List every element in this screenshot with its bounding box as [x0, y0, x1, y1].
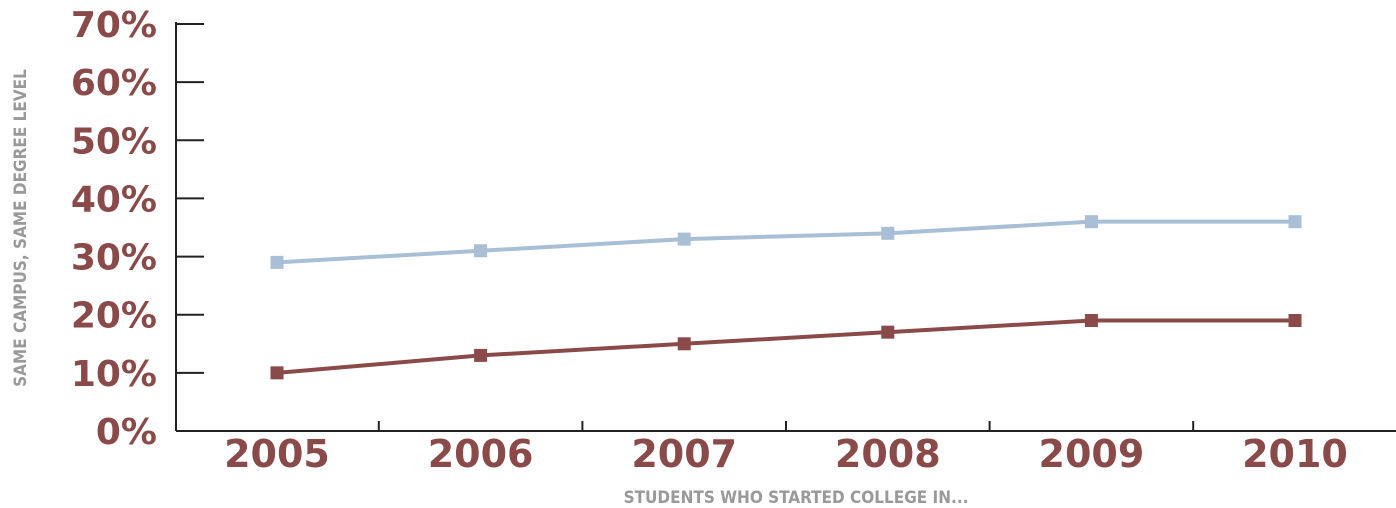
y-axis-title: SAME CAMPUS, SAME DEGREE LEVEL — [11, 69, 31, 387]
x-axis-title: STUDENTS WHO STARTED COLLEGE IN... — [624, 488, 969, 508]
y-tick-label: 70% — [71, 5, 157, 46]
series-layer — [270, 215, 1302, 380]
data-point-marker — [1084, 314, 1098, 328]
data-point-marker — [1288, 215, 1302, 229]
series-1 — [270, 215, 1302, 269]
y-tick-label: 0% — [96, 412, 157, 453]
y-tick-label: 40% — [71, 179, 157, 220]
series-line — [276, 219, 1295, 265]
data-point-marker — [881, 226, 895, 240]
data-point-marker — [270, 255, 284, 269]
data-point-marker — [677, 337, 691, 351]
series-line — [276, 318, 1295, 375]
x-axis-ticks: 2005 2006 2007 2008 2009 2010 — [224, 421, 1348, 476]
data-point-marker — [270, 366, 284, 380]
y-tick-label: 10% — [71, 354, 157, 395]
x-tick-label: 2008 — [835, 432, 941, 476]
x-tick-label: 2006 — [428, 432, 534, 476]
y-tick-label: 60% — [71, 63, 157, 104]
x-tick-label: 2009 — [1039, 432, 1145, 476]
data-point-marker — [1288, 314, 1302, 328]
x-tick-label: 2007 — [631, 432, 737, 476]
data-point-marker — [474, 348, 488, 362]
data-point-marker — [1084, 215, 1098, 229]
y-axis-ticks: 0% 10% 20% 30% 40% 50% 60% 70% — [71, 5, 204, 453]
y-tick-label: 30% — [71, 238, 157, 279]
x-tick-label: 2010 — [1242, 432, 1348, 476]
series-2 — [270, 314, 1302, 380]
y-tick-label: 20% — [71, 296, 157, 337]
axes — [175, 22, 1396, 432]
y-tick-label: 50% — [71, 121, 157, 162]
data-point-marker — [881, 325, 895, 339]
data-point-marker — [474, 244, 488, 258]
x-tick-label: 2005 — [224, 432, 330, 476]
data-point-marker — [677, 232, 691, 246]
